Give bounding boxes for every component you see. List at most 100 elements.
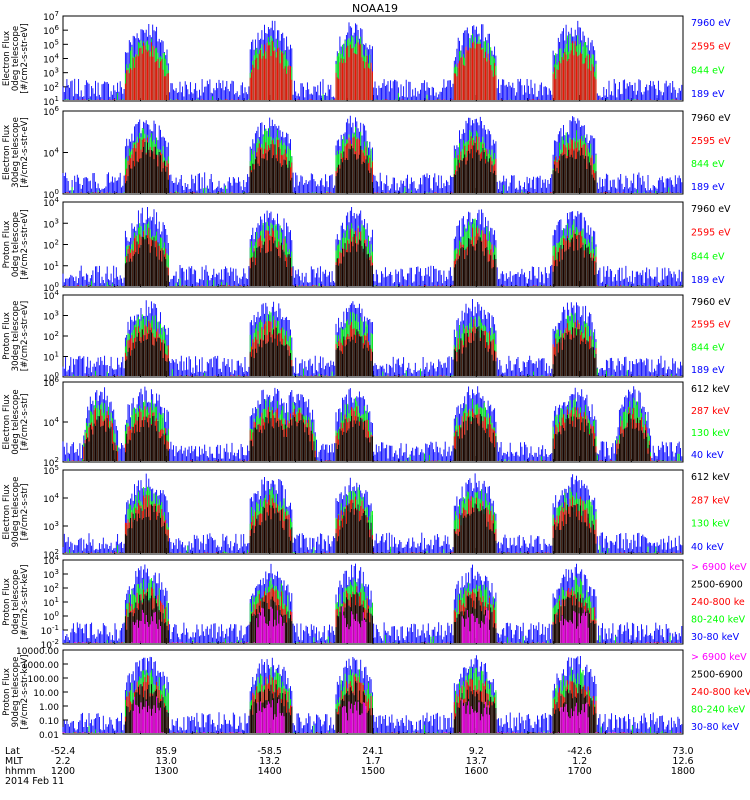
- ytick-label: 102: [43, 582, 59, 595]
- ytick-label: 103: [43, 217, 59, 230]
- ylabel-line: [#/cm2-s-str-keV]: [20, 565, 30, 640]
- xaxis-lat-value: -58.5: [257, 746, 282, 757]
- ytick-label: 101: [43, 351, 59, 364]
- flux-trace-black: [63, 233, 683, 286]
- panel-frame: [62, 294, 684, 378]
- legend-entry: 7960 eV: [691, 113, 731, 124]
- ytick-label: 106: [43, 24, 59, 37]
- ytick-label: 104: [43, 492, 59, 505]
- panel-ylabel: TEDProton Flux0deg telescope[#/cm2-s-str…: [0, 209, 30, 279]
- xaxis-hhmm-value: 1700: [568, 766, 592, 777]
- ytick-label: 103: [43, 67, 59, 80]
- ytick-label: 100.00: [28, 675, 60, 685]
- ytick-label: 103: [43, 520, 59, 533]
- ylabel-line: Proton Flux: [2, 312, 12, 360]
- ytick-label: 1000.00: [22, 661, 59, 671]
- legend-entry: 40 keV: [691, 542, 724, 553]
- legend-entry: 130 keV: [691, 428, 730, 439]
- ytick-label: 100: [43, 610, 59, 623]
- ytick-label: 104: [43, 416, 59, 429]
- ylabel-line: 0deg telescope: [11, 389, 21, 454]
- ylabel-line: [#/cm2-s-str]: [20, 394, 30, 451]
- panel-8: 0.010.101.0010.00100.001000.0010000.00ME…: [0, 647, 750, 741]
- ylabel-line: Electron Flux: [2, 31, 12, 86]
- ylabel-line: MEPED: [0, 407, 3, 437]
- ytick-exponent: 2: [55, 456, 59, 464]
- ylabel-line: [#/cm2-s-str-eV]: [20, 23, 30, 93]
- legend-entry: 844 eV: [691, 251, 725, 262]
- ytick-label: 102: [43, 239, 59, 252]
- legend-entry: 844 eV: [691, 159, 725, 170]
- ylabel-line: 30deg telescope: [11, 117, 21, 188]
- ytick-exponent: 4: [55, 196, 60, 204]
- ytick-exponent: 2: [55, 330, 59, 338]
- ytick-exponent: 4: [55, 492, 60, 500]
- flux-trace-black: [66, 326, 683, 376]
- ylabel-line: 0deg telescope: [11, 569, 21, 634]
- legend-entry: 130 keV: [691, 519, 730, 530]
- ytick-exponent: 1: [55, 351, 59, 359]
- ytick-exponent: 1: [55, 95, 59, 103]
- legend-entry: 189 eV: [691, 365, 725, 376]
- panel-ylabel: TEDElectron Flux30deg telescope[#/cm2-s-…: [0, 117, 30, 188]
- ytick-exponent: 3: [55, 217, 59, 225]
- ytick-label: 105: [43, 38, 59, 51]
- xaxis-lat-value: 85.9: [156, 746, 177, 757]
- xaxis-lat-value: 9.2: [469, 746, 484, 757]
- ylabel-line: 90deg telescope: [11, 657, 21, 728]
- ytick-exponent: 2: [55, 582, 59, 590]
- ytick-exponent: 4: [55, 289, 60, 297]
- legend-entry: 189 eV: [691, 182, 725, 193]
- ytick-exponent: 3: [55, 520, 59, 528]
- ytick-label: 10000.00: [16, 647, 59, 657]
- ytick-exponent: 4: [55, 554, 60, 562]
- xaxis-row-label: MLT: [5, 756, 23, 767]
- legend-entry: 80-240 keV: [691, 705, 746, 716]
- legend-entry: > 6900 keV: [691, 562, 747, 573]
- panel-ylabel: TEDProton Flux30deg telescope[#/cm2-s-st…: [0, 301, 30, 372]
- ytick-exponent: 1: [55, 596, 59, 604]
- ytick-exponent: -1: [52, 624, 59, 632]
- xaxis-hhmm-value: 1200: [51, 766, 75, 777]
- panel-frame: [62, 110, 684, 195]
- xaxis-hhmm-value: 1500: [361, 766, 385, 777]
- flux-trace-green: [67, 397, 681, 461]
- flux-trace-black: [83, 411, 665, 461]
- panel-frame: [62, 559, 684, 645]
- xaxis-mlt-value: 13.0: [156, 756, 177, 767]
- ytick-exponent: 1: [55, 260, 59, 268]
- ylabel-line: 0deg telescope: [11, 26, 21, 91]
- legend-entry: 2595 eV: [691, 228, 731, 239]
- ylabel-line: MEPED: [0, 497, 3, 527]
- ylabel-line: Proton Flux: [2, 578, 12, 626]
- ytick-exponent: 2: [55, 239, 59, 247]
- flux-trace-magenta: [74, 606, 680, 643]
- ytick-exponent: -2: [52, 638, 59, 646]
- legend-entry: > 6900 keV: [691, 652, 747, 663]
- flux-trace-red: [76, 40, 678, 100]
- ylabel-line: [#/cm2-s-str-keV]: [20, 655, 30, 730]
- legend-entry: 612 keV: [691, 384, 730, 395]
- ylabel-line: [#/cm2-s-str-eV]: [20, 301, 30, 371]
- ylabel-line: [#/cm2-s-str]: [20, 484, 30, 541]
- legend-entry: 80-240 keV: [691, 615, 746, 626]
- ytick-exponent: 0: [55, 188, 59, 196]
- panel-ylabel: MEPEDProton Flux90deg telescope[#/cm2-s-…: [0, 655, 30, 730]
- ytick-label: 0.10: [39, 717, 59, 727]
- ylabel-line: [#/cm2-s-str-eV]: [20, 117, 30, 187]
- ytick-exponent: 3: [55, 568, 59, 576]
- ylabel-line: TED: [0, 143, 3, 162]
- date-label: 2014 Feb 11: [5, 776, 64, 787]
- xaxis-hhmm-value: 1600: [464, 766, 488, 777]
- ytick-exponent: 2: [55, 548, 59, 556]
- ytick-exponent: 6: [55, 24, 60, 32]
- ytick-label: 103: [43, 568, 59, 581]
- legend-entry: 240-800 ke: [691, 597, 745, 608]
- x-axis: LatMLThhmm-52.42.2120085.913.01300-58.51…: [5, 746, 695, 787]
- legend-entry: 7960 eV: [691, 204, 731, 215]
- ytick-exponent: 2: [55, 81, 59, 89]
